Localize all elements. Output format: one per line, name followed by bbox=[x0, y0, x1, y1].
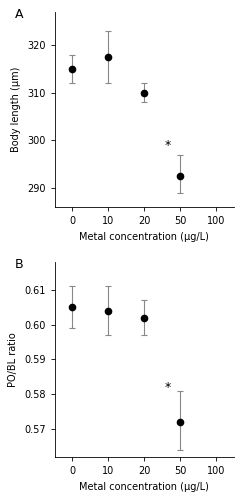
X-axis label: Metal concentration (μg/L): Metal concentration (μg/L) bbox=[79, 232, 209, 241]
Y-axis label: Body length (μm): Body length (μm) bbox=[11, 67, 22, 152]
Text: A: A bbox=[15, 8, 24, 21]
Text: B: B bbox=[15, 258, 24, 271]
Text: *: * bbox=[165, 138, 171, 151]
Text: *: * bbox=[165, 381, 171, 394]
X-axis label: Metal concentration (μg/L): Metal concentration (μg/L) bbox=[79, 482, 209, 492]
Y-axis label: PO/BL ratio: PO/BL ratio bbox=[8, 332, 18, 387]
